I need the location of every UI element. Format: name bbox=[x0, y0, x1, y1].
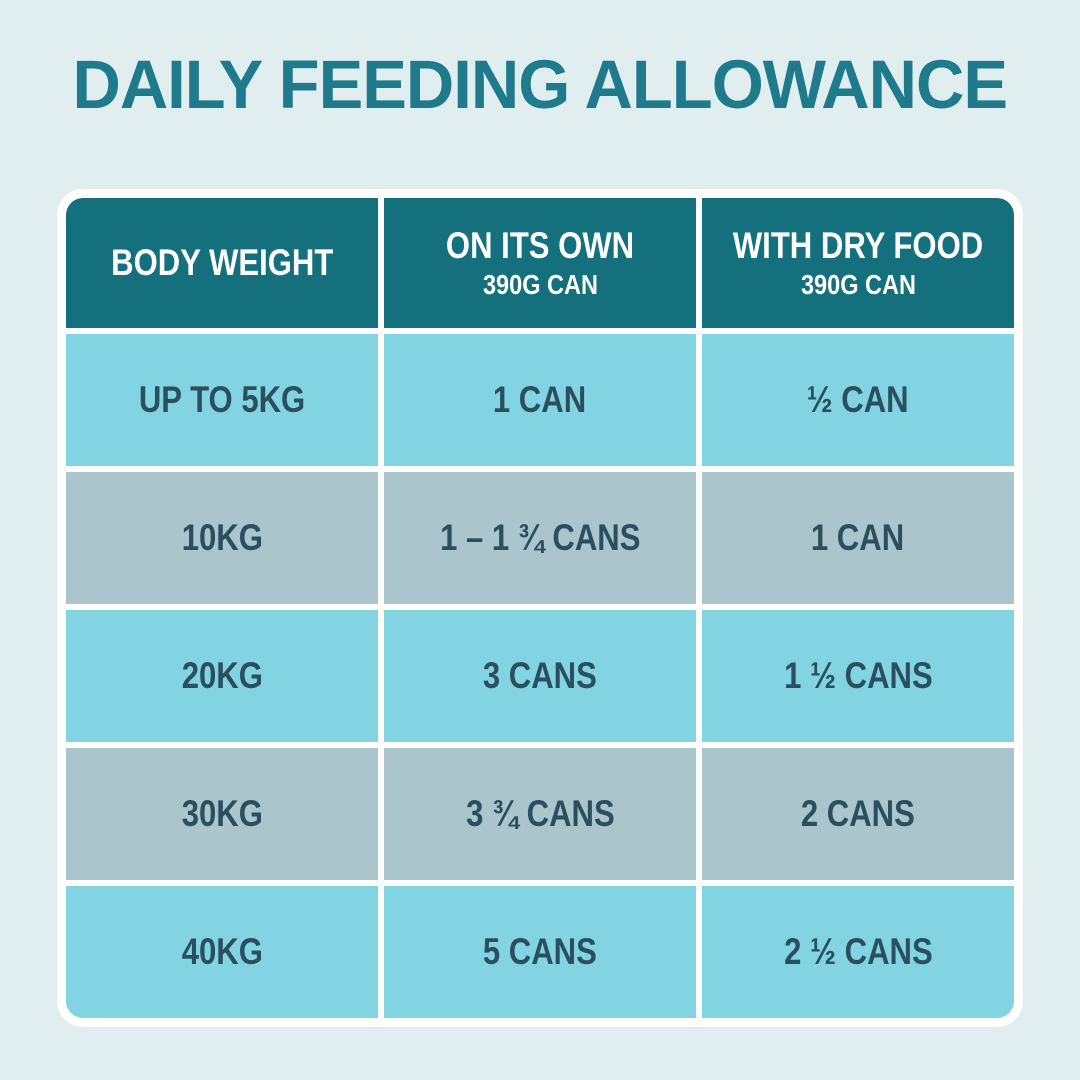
cell-text: 30KG bbox=[181, 793, 263, 834]
on-its-own-cell: 3 CANS bbox=[384, 610, 696, 742]
cell-text: 1 CAN bbox=[493, 379, 587, 420]
with-dry-food-cell: 2 ½ CANS bbox=[702, 886, 1014, 1018]
cell-text: 1 – 1 ¾ CANS bbox=[439, 517, 641, 558]
feeding-allowance-table: BODY WEIGHT ON ITS OWN 390G CAN WITH DRY… bbox=[57, 189, 1023, 1027]
cell-text: 1 ½ CANS bbox=[783, 655, 933, 696]
cell-text: 10KG bbox=[181, 517, 263, 558]
cell-text: 3 CANS bbox=[482, 655, 597, 696]
header-sublabel: 390G CAN bbox=[482, 269, 598, 300]
weight-cell: 10KG bbox=[66, 472, 378, 604]
cell-text: UP TO 5KG bbox=[138, 379, 306, 420]
header-cell-body-weight: BODY WEIGHT bbox=[66, 198, 378, 328]
with-dry-food-cell: ½ CAN bbox=[702, 334, 1014, 466]
cell-text: 40KG bbox=[181, 931, 263, 972]
weight-cell: 30KG bbox=[66, 748, 378, 880]
page-title-text: DAILY FEEDING ALLOWANCE bbox=[72, 46, 1009, 123]
with-dry-food-cell: 1 ½ CANS bbox=[702, 610, 1014, 742]
weight-cell: 20KG bbox=[66, 610, 378, 742]
on-its-own-cell: 3 ¾ CANS bbox=[384, 748, 696, 880]
cell-text: 5 CANS bbox=[482, 931, 597, 972]
cell-text: 1 CAN bbox=[811, 517, 905, 558]
header-cell-with-dry-food: WITH DRY FOOD 390G CAN bbox=[702, 198, 1014, 328]
cell-text: 2 CANS bbox=[800, 793, 915, 834]
on-its-own-cell: 1 CAN bbox=[384, 334, 696, 466]
cell-text: 20KG bbox=[181, 655, 263, 696]
page-title: DAILY FEEDING ALLOWANCE bbox=[0, 0, 1080, 119]
with-dry-food-cell: 2 CANS bbox=[702, 748, 1014, 880]
cell-text: 2 ½ CANS bbox=[783, 931, 933, 972]
with-dry-food-cell: 1 CAN bbox=[702, 472, 1014, 604]
cell-text: 3 ¾ CANS bbox=[465, 793, 615, 834]
cell-text: ½ CAN bbox=[807, 379, 909, 420]
header-sublabel: 390G CAN bbox=[800, 269, 916, 300]
weight-cell: UP TO 5KG bbox=[66, 334, 378, 466]
header-label: WITH DRY FOOD bbox=[732, 225, 984, 266]
on-its-own-cell: 5 CANS bbox=[384, 886, 696, 1018]
header-cell-on-its-own: ON ITS OWN 390G CAN bbox=[384, 198, 696, 328]
header-label: BODY WEIGHT bbox=[110, 242, 334, 283]
weight-cell: 40KG bbox=[66, 886, 378, 1018]
header-label: ON ITS OWN bbox=[445, 225, 635, 266]
on-its-own-cell: 1 – 1 ¾ CANS bbox=[384, 472, 696, 604]
